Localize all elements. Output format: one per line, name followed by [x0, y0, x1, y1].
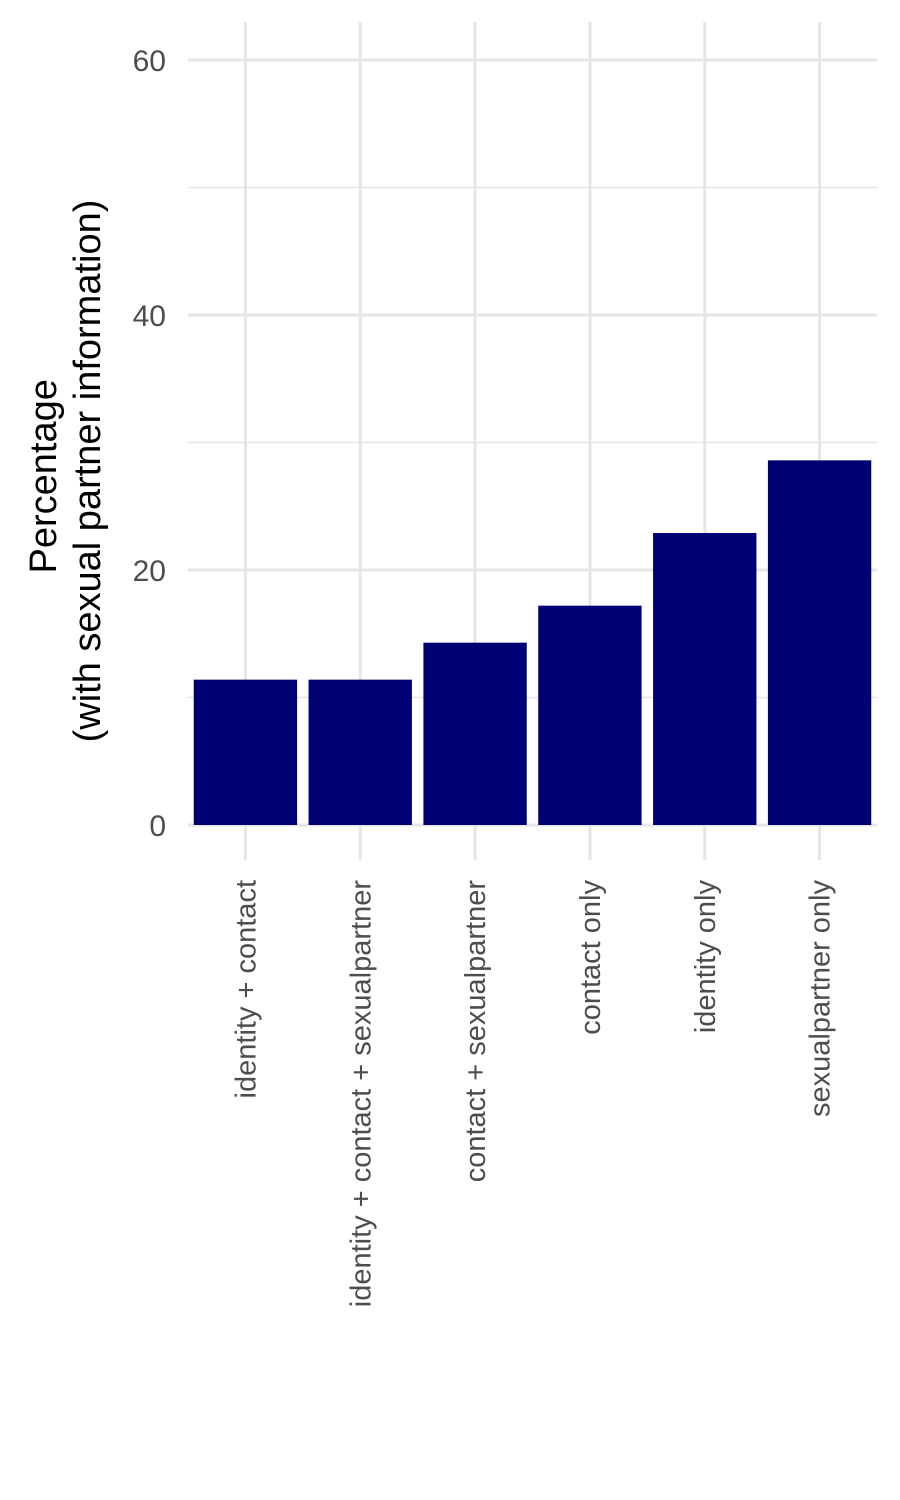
y-tick-label: 0 [149, 810, 166, 843]
y-tick-label: 20 [133, 555, 166, 588]
y-axis-title: Percentage (with sexual partner informat… [23, 200, 109, 743]
bar-6 [767, 460, 872, 825]
x-tick-label: identity + contact [230, 880, 262, 1098]
bar-4 [538, 605, 642, 825]
bar-1 [193, 679, 298, 825]
x-axis-tick-labels: identity + contact identity + contact + s… [230, 880, 836, 1308]
bar-5 [653, 533, 757, 825]
x-tick-label: contact + sexualpartner [460, 880, 492, 1183]
y-tick-label: 40 [133, 300, 166, 333]
y-axis-title-line-1: Percentage [23, 379, 65, 573]
y-tick-label: 60 [133, 45, 166, 78]
x-tick-label: identity + contact + sexualpartner [345, 880, 377, 1308]
x-tick-label: sexualpartner only [805, 880, 837, 1117]
bar-2 [308, 679, 412, 825]
x-tick-label: identity only [690, 880, 722, 1034]
bar-3 [423, 642, 527, 825]
y-axis-tick-labels: 0 20 40 60 [133, 45, 166, 843]
x-tick-label: contact only [575, 880, 607, 1035]
bars [193, 460, 872, 825]
y-axis-title-line-2: (with sexual partner information) [67, 200, 109, 743]
